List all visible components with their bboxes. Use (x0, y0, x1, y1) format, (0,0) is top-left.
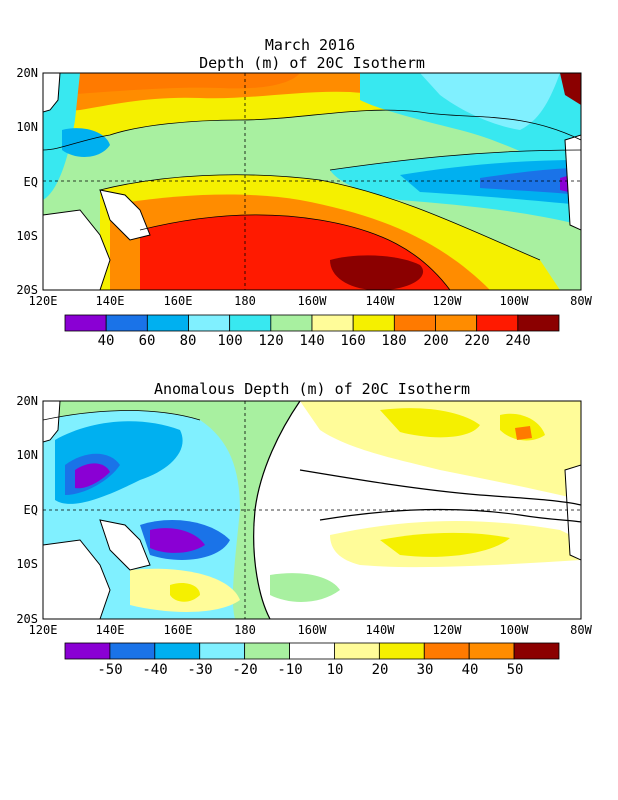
colorbar-label: 120 (258, 333, 283, 349)
colorbar-swatch (146, 314, 189, 332)
month-title: March 2016 (265, 36, 355, 54)
lon-tick: 100W (500, 294, 530, 308)
colorbar-swatch (199, 642, 246, 660)
lat-tick: 20N (16, 394, 38, 408)
colorbar-label: 100 (217, 333, 242, 349)
bottom-map (43, 401, 581, 619)
colorbar-label: 200 (423, 333, 448, 349)
colorbar-swatch (244, 642, 290, 660)
top-map (43, 73, 581, 290)
lat-tick: EQ (24, 503, 38, 517)
lon-tick: 100W (500, 623, 530, 637)
colorbar-label: 80 (180, 333, 197, 349)
colorbar-label: 160 (340, 333, 365, 349)
colorbar-label: -50 (97, 662, 122, 678)
colorbar-swatch (517, 314, 560, 332)
lat-tick: 20S (16, 612, 38, 626)
colorbar-swatch (513, 642, 560, 660)
colorbar-label: -10 (277, 662, 302, 678)
colorbar-label: 40 (98, 333, 115, 349)
lon-tick: 180 (234, 294, 256, 308)
top-map-title: Depth (m) of 20C Isotherm (199, 54, 425, 72)
colorbar-swatch (188, 314, 231, 332)
top-lon-axis: 120E 140E 160E 180 160W 140W 120W 100W 8… (29, 294, 593, 308)
lat-tick: EQ (24, 175, 38, 189)
lat-tick: 20N (16, 66, 38, 80)
colorbar-label: 140 (299, 333, 324, 349)
colorbar-swatch (109, 642, 156, 660)
colorbar-label: -20 (232, 662, 257, 678)
top-colorbar-labels: 40 60 80 100 120 140 160 180 200 220 240 (98, 333, 531, 349)
lat-tick: 20S (16, 283, 38, 297)
bottom-map-frame (42, 400, 582, 620)
colorbar-label: 30 (417, 662, 434, 678)
bottom-map-title: Anomalous Depth (m) of 20C Isotherm (154, 380, 470, 398)
lon-tick: 140E (96, 294, 125, 308)
colorbar-swatch (423, 642, 470, 660)
colorbar-label: 50 (507, 662, 524, 678)
lon-tick: 120W (433, 623, 463, 637)
colorbar-label: 240 (505, 333, 530, 349)
bottom-lat-axis: 20N 10N EQ 10S 20S (16, 394, 38, 626)
colorbar-swatch (476, 314, 519, 332)
bottom-colorbar-labels: -50 -40 -30 -20 -10 10 20 30 40 50 (97, 662, 523, 678)
colorbar-swatch (378, 642, 425, 660)
colorbar-swatch (334, 642, 380, 660)
lon-tick: 160E (164, 623, 193, 637)
colorbar-label: -40 (142, 662, 167, 678)
colorbar-label: 20 (372, 662, 389, 678)
bottom-colorbar (64, 642, 560, 660)
colorbar-label: 40 (462, 662, 479, 678)
colorbar-label: 60 (139, 333, 156, 349)
top-lat-axis: 20N 10N EQ 10S 20S (16, 66, 38, 297)
colorbar-swatch (289, 642, 335, 660)
colorbar-swatch (64, 642, 111, 660)
lon-tick: 180 (234, 623, 256, 637)
lon-tick: 120W (433, 294, 463, 308)
top-map-frame (42, 72, 582, 291)
lon-tick: 80W (570, 623, 592, 637)
colorbar-swatch (311, 314, 354, 332)
colorbar-swatch (64, 314, 107, 332)
bottom-lon-axis: 120E 140E 160E 180 160W 140W 120W 100W 8… (29, 623, 593, 637)
lon-tick: 140W (366, 623, 396, 637)
colorbar-swatch (105, 314, 148, 332)
lat-tick: 10S (16, 557, 38, 571)
colorbar-label: 220 (464, 333, 489, 349)
top-colorbar (64, 314, 560, 332)
lon-tick: 140W (366, 294, 396, 308)
lon-tick: 160W (298, 294, 328, 308)
lat-tick: 10S (16, 229, 38, 243)
lat-tick: 10N (16, 448, 38, 462)
colorbar-swatch (393, 314, 436, 332)
colorbar-label: -30 (187, 662, 212, 678)
lon-tick: 80W (570, 294, 592, 308)
colorbar-swatch (229, 314, 272, 332)
colorbar-label: 10 (327, 662, 344, 678)
colorbar-swatch (435, 314, 478, 332)
colorbar-swatch (352, 314, 395, 332)
lon-tick: 160E (164, 294, 193, 308)
colorbar-label: 180 (381, 333, 406, 349)
lat-tick: 10N (16, 120, 38, 134)
colorbar-swatch (154, 642, 201, 660)
colorbar-swatch (270, 314, 313, 332)
lon-tick: 160W (298, 623, 328, 637)
lon-tick: 120E (29, 294, 58, 308)
colorbar-swatch (468, 642, 515, 660)
lon-tick: 140E (96, 623, 125, 637)
lon-tick: 120E (29, 623, 58, 637)
